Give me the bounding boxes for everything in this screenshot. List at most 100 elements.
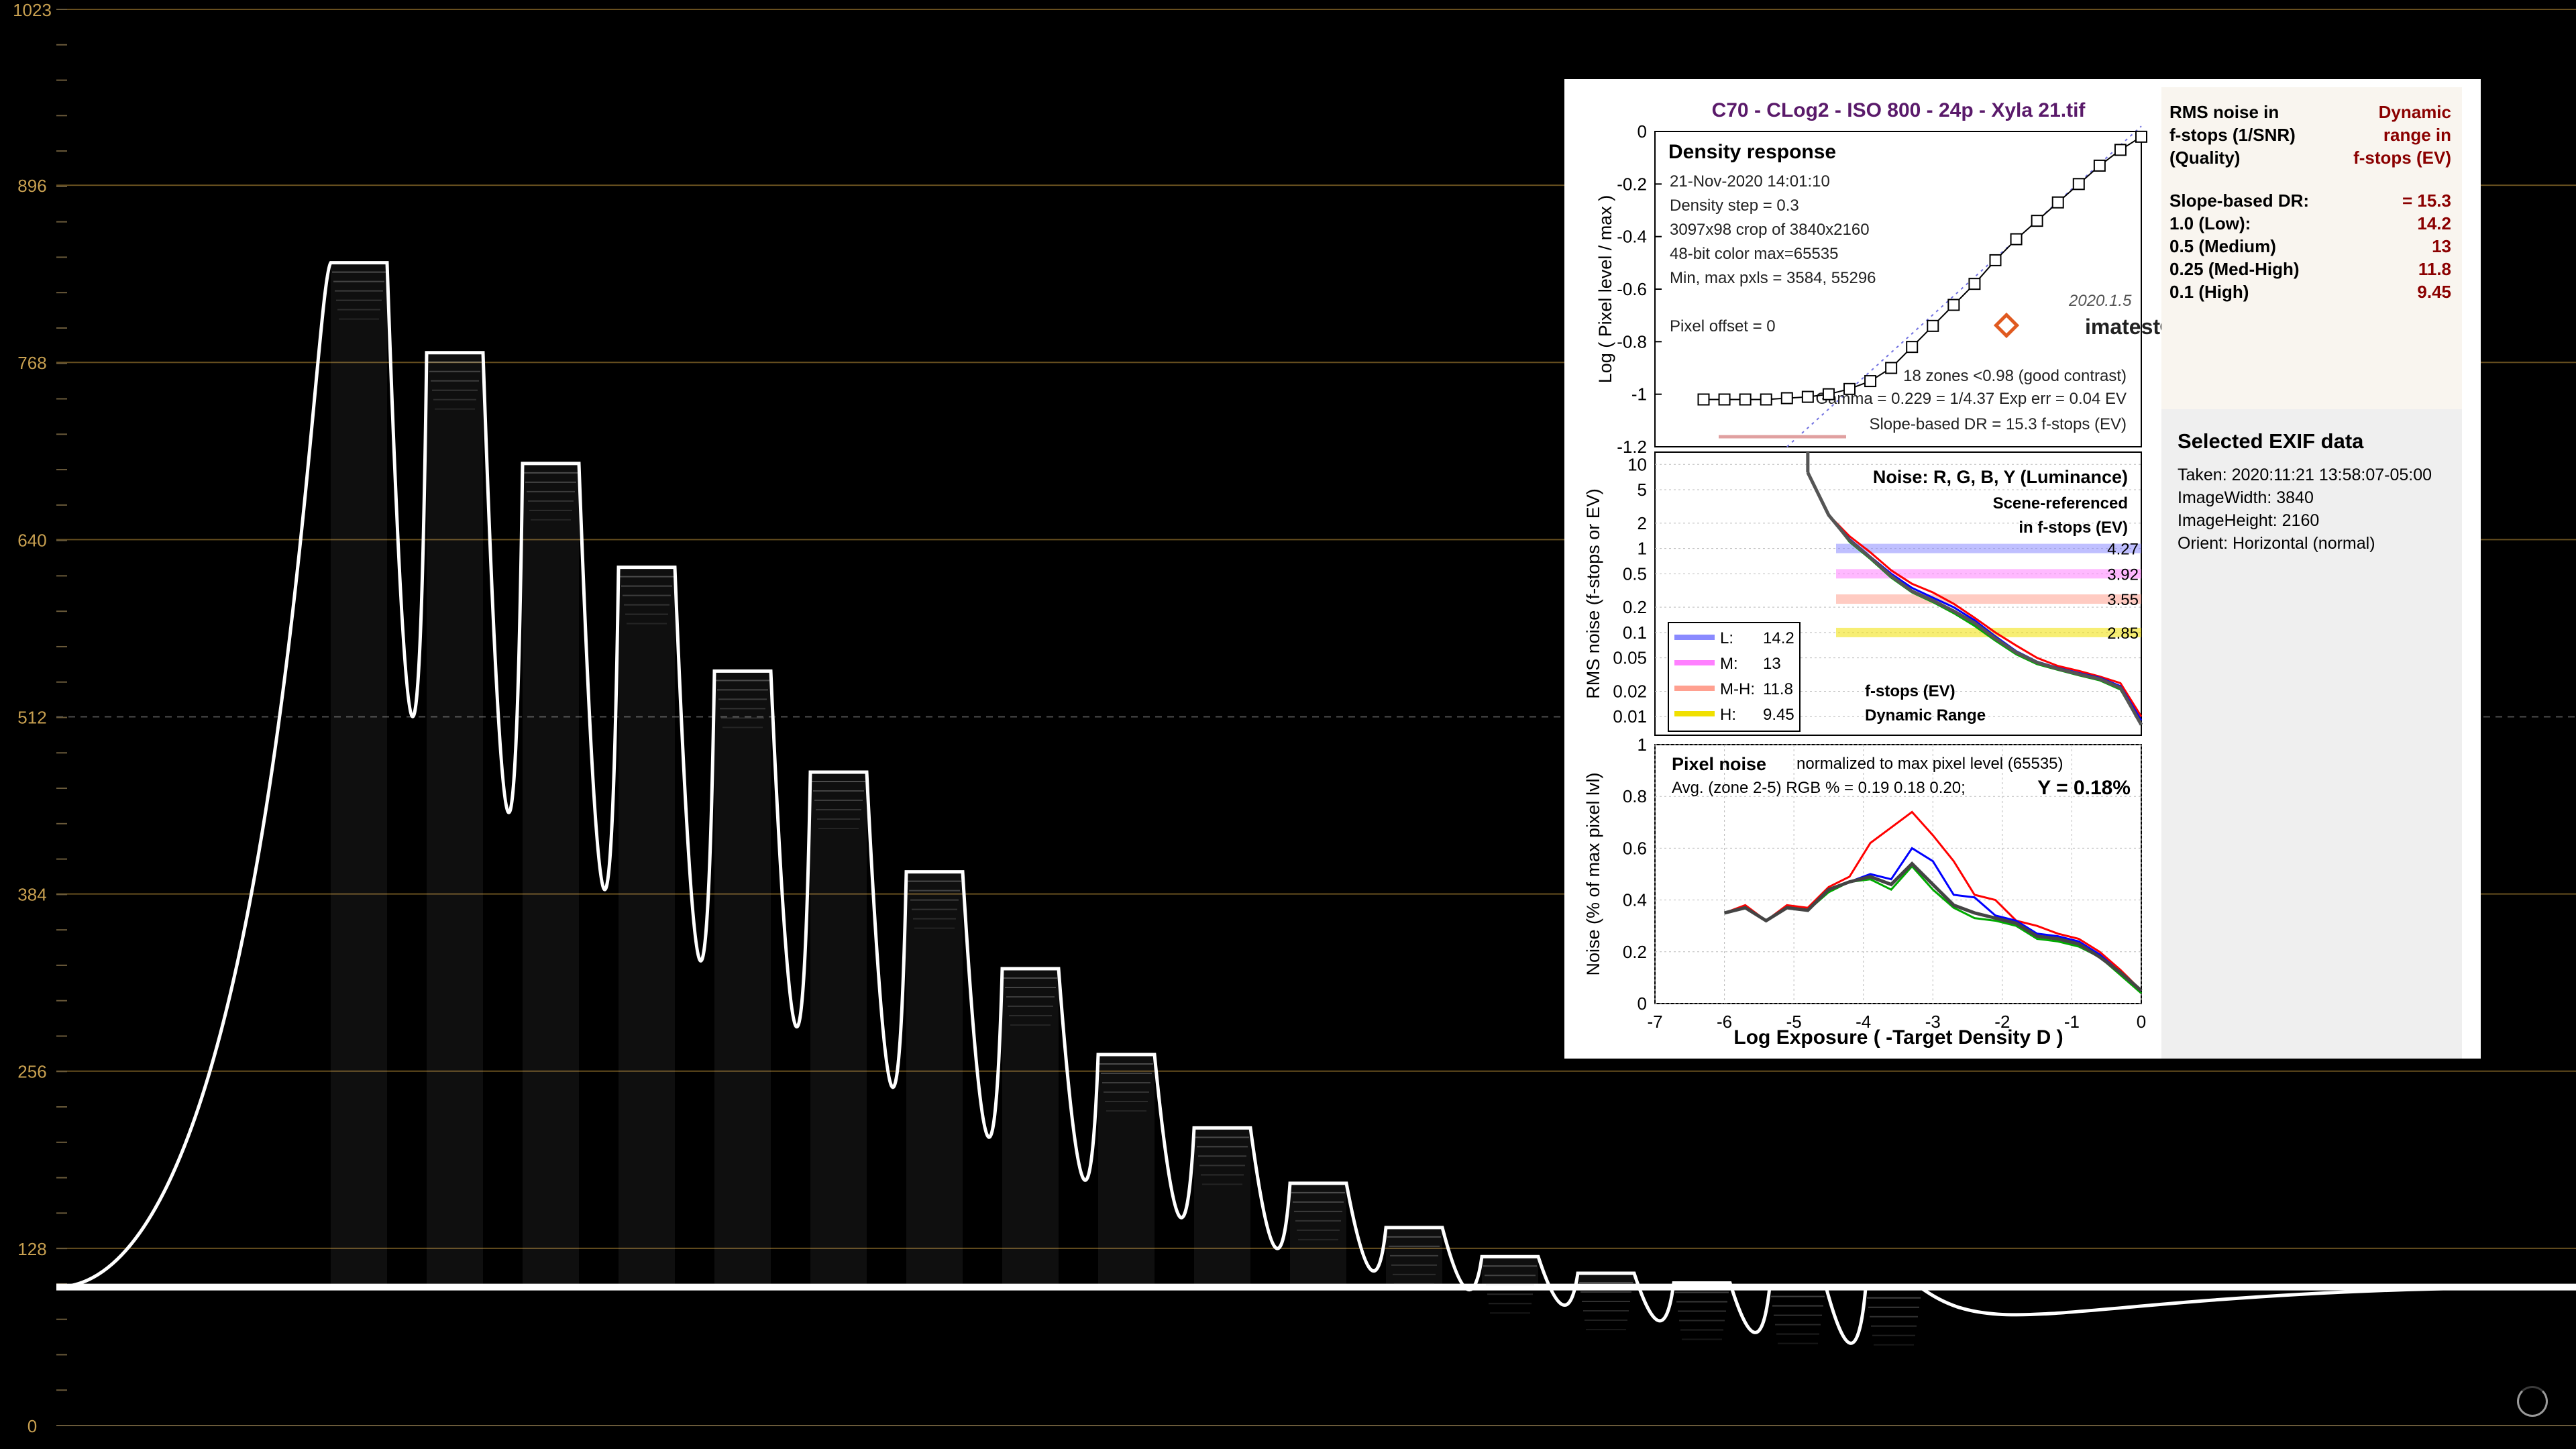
pixel-ylabel: Noise (% of max pixel lvl) bbox=[1583, 772, 1603, 975]
pixel-x-tick-label: -7 bbox=[1647, 1012, 1662, 1032]
pixel-series-line bbox=[1723, 861, 2143, 992]
pixel-x-tick-label: -6 bbox=[1717, 1012, 1732, 1032]
pixel-x-tick-label: -3 bbox=[1925, 1012, 1941, 1032]
waveform-tick-label: 128 bbox=[17, 1239, 46, 1259]
loading-spinner-icon bbox=[2517, 1386, 2548, 1417]
noise-tick-label: 5 bbox=[1638, 480, 1647, 500]
density-info-line: Min, max pxls = 3584, 55296 bbox=[1670, 269, 1876, 287]
waveform-tick-label: 896 bbox=[17, 176, 46, 196]
density-curve bbox=[1703, 136, 2142, 400]
density-point bbox=[2135, 130, 2147, 143]
rms-row-label: 1.0 (Low): bbox=[2169, 213, 2251, 233]
rms-row-label: Slope-based DR: bbox=[2169, 191, 2310, 211]
exif-line: Taken: 2020:11:21 13:58:07-05:00 bbox=[2178, 466, 2432, 484]
pixel-tick-label: 0.4 bbox=[1623, 890, 1647, 910]
noise-legend-value: 14.2 bbox=[1763, 629, 1794, 647]
pixel-tick-label: 0.8 bbox=[1623, 786, 1647, 806]
exif-line: Orient: Horizontal (normal) bbox=[2178, 534, 2375, 553]
density-point bbox=[2010, 233, 2023, 246]
noise-heading: Noise: R, G, B, Y (Luminance) bbox=[1873, 467, 2128, 487]
noise-legend-key: H: bbox=[1720, 706, 1736, 724]
waveform-step-fill bbox=[1098, 1054, 1155, 1287]
noise-tick-label: 0.1 bbox=[1623, 623, 1647, 643]
waveform-tick-label: 640 bbox=[17, 530, 46, 550]
rms-header-left: RMS noise in f-stops (1/SNR) (Quality) bbox=[2169, 101, 2296, 169]
noise-band-value: 3.92 bbox=[2107, 566, 2139, 584]
noise-ylabel: RMS noise (f-stops or EV) bbox=[1583, 488, 1603, 699]
noise-tick-label: 0.01 bbox=[1613, 706, 1647, 727]
rms-header-line: (Quality) bbox=[2169, 148, 2241, 168]
density-info-line: 21-Nov-2020 14:01:10 bbox=[1670, 172, 1830, 191]
density-tick-label: -1 bbox=[1631, 384, 1647, 405]
density-tick-label: -0.8 bbox=[1617, 331, 1647, 352]
noise-tick-label: 0.05 bbox=[1613, 648, 1647, 668]
rms-row-label: 0.5 (Medium) bbox=[2169, 236, 2276, 256]
pixel-x-tick-label: -4 bbox=[1856, 1012, 1871, 1032]
density-point bbox=[1885, 362, 1898, 374]
density-heading: Density response bbox=[1668, 141, 1836, 163]
pixel-axes bbox=[1654, 744, 2142, 1004]
waveform-step-trace bbox=[56, 261, 2576, 1345]
rms-row-value: = 15.3 bbox=[2402, 191, 2451, 211]
rms-row-label: 0.1 (High) bbox=[2169, 282, 2249, 302]
density-point bbox=[1697, 393, 1710, 406]
density-version: 2020.1.5 bbox=[2068, 292, 2132, 310]
noise-subheading: Scene-referenced bbox=[1993, 494, 2128, 513]
density-point bbox=[1947, 299, 1960, 311]
waveform-step-fill bbox=[1002, 969, 1059, 1287]
waveform-step-fill bbox=[523, 463, 579, 1287]
pixel-tick-label: 0.6 bbox=[1623, 838, 1647, 858]
density-point bbox=[2031, 215, 2043, 227]
waveform-tick-label: 512 bbox=[17, 707, 46, 727]
density-point bbox=[1718, 393, 1731, 406]
density-point bbox=[2051, 196, 2064, 209]
noise-legend-value: 9.45 bbox=[1763, 706, 1794, 724]
density-point bbox=[2114, 144, 2127, 156]
pixel-note: normalized to max pixel level (65535) bbox=[1796, 755, 2063, 773]
waveform-step-fill bbox=[1482, 1256, 1538, 1287]
density-point bbox=[1906, 341, 1919, 354]
waveform-step-fill bbox=[810, 772, 867, 1287]
rms-header-right: Dynamic range in f-stops (EV) bbox=[2353, 101, 2451, 169]
density-zones-text: 18 zones <0.98 (good contrast) bbox=[1903, 367, 2127, 385]
density-point bbox=[1739, 393, 1752, 406]
imatest-logo-text: imatest® bbox=[2085, 315, 2176, 339]
density-gamma-text: Gamma = 0.229 = 1/4.37 Exp err = 0.04 EV bbox=[1815, 390, 2127, 408]
waveform-step-fill bbox=[619, 567, 675, 1287]
density-point bbox=[1843, 382, 1856, 395]
noise-dr-band bbox=[1836, 594, 2141, 604]
waveform-step-fill bbox=[1386, 1227, 1442, 1287]
waveform-step-fill bbox=[331, 262, 387, 1287]
waveform-step-fill bbox=[1194, 1128, 1250, 1287]
pixel-x-tick-label: -2 bbox=[1994, 1012, 2010, 1032]
noise-tick-label: 0.2 bbox=[1623, 597, 1647, 617]
noise-tick-label: 2 bbox=[1638, 513, 1647, 533]
pixel-tick-label: 1 bbox=[1638, 735, 1647, 755]
noise-tick-label: 1 bbox=[1638, 539, 1647, 559]
density-info-line: 3097x98 crop of 3840x2160 bbox=[1670, 221, 1870, 239]
density-point bbox=[1780, 392, 1793, 405]
density-dr-text: Slope-based DR = 15.3 f-stops (EV) bbox=[1869, 415, 2127, 433]
density-ylabel: Log ( Pixel level / max ) bbox=[1595, 195, 1615, 384]
rms-row-value: 9.45 bbox=[2417, 282, 2451, 302]
density-point bbox=[1927, 319, 1939, 332]
exif-box: Selected EXIF data Taken: 2020:11:21 13:… bbox=[2161, 409, 2462, 1059]
waveform-trace bbox=[56, 261, 2576, 1346]
noise-tick-label: 10 bbox=[1627, 454, 1647, 474]
noise-series-line bbox=[1807, 472, 2143, 717]
rms-row-value: 11.8 bbox=[2418, 259, 2451, 279]
noise-band-value: 2.85 bbox=[2107, 625, 2139, 643]
density-tick-label: -0.2 bbox=[1617, 174, 1647, 194]
exif-line: ImageWidth: 3840 bbox=[2178, 488, 2314, 507]
pixel-tick-label: 0 bbox=[1638, 994, 1647, 1014]
rms-row: 0.25 (Med-High) 11.8 bbox=[2169, 259, 2451, 280]
pixel-x-tick-label: 0 bbox=[2137, 1012, 2146, 1032]
rms-header-line: RMS noise in bbox=[2169, 102, 2279, 122]
pixel-y-text: Y = 0.18% bbox=[2037, 777, 2131, 799]
density-point bbox=[1822, 388, 1835, 400]
noise-tick-label: 0.5 bbox=[1623, 564, 1647, 584]
density-info-line: Density step = 0.3 bbox=[1670, 197, 1799, 215]
waveform-step-fill bbox=[1578, 1273, 1634, 1287]
pixel-x-tick-label: -1 bbox=[2064, 1012, 2080, 1032]
